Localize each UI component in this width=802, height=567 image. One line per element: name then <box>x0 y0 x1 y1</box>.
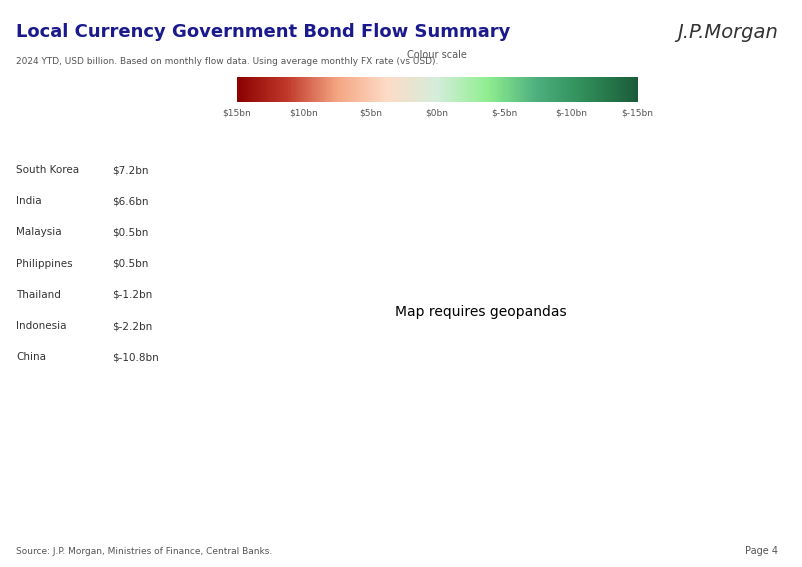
Text: Source: J.P. Morgan, Ministries of Finance, Central Banks.: Source: J.P. Morgan, Ministries of Finan… <box>16 547 273 556</box>
Text: Malaysia: Malaysia <box>16 227 62 238</box>
Text: $0.5bn: $0.5bn <box>112 259 148 269</box>
Text: $15bn: $15bn <box>222 109 251 118</box>
Text: Philippines: Philippines <box>16 259 73 269</box>
Text: J.P.Morgan: J.P.Morgan <box>677 23 778 42</box>
Text: $-1.2bn: $-1.2bn <box>112 290 152 300</box>
Text: Indonesia: Indonesia <box>16 321 67 331</box>
Text: $6.6bn: $6.6bn <box>112 196 149 206</box>
Text: India: India <box>16 196 42 206</box>
Text: $-15bn: $-15bn <box>622 109 654 118</box>
Text: $-10bn: $-10bn <box>555 109 587 118</box>
Text: $7.2bn: $7.2bn <box>112 165 149 175</box>
Text: $-10.8bn: $-10.8bn <box>112 352 159 362</box>
Text: $0bn: $0bn <box>426 109 448 118</box>
Text: $-2.2bn: $-2.2bn <box>112 321 152 331</box>
Text: $10bn: $10bn <box>289 109 318 118</box>
Text: China: China <box>16 352 46 362</box>
Text: Thailand: Thailand <box>16 290 61 300</box>
Text: 2024 YTD, USD billion. Based on monthly flow data. Using average monthly FX rate: 2024 YTD, USD billion. Based on monthly … <box>16 57 439 66</box>
Text: Page 4: Page 4 <box>745 545 778 556</box>
Text: $-5bn: $-5bn <box>491 109 517 118</box>
Text: Local Currency Government Bond Flow Summary: Local Currency Government Bond Flow Summ… <box>16 23 510 41</box>
Text: $5bn: $5bn <box>358 109 382 118</box>
Text: South Korea: South Korea <box>16 165 79 175</box>
Text: $0.5bn: $0.5bn <box>112 227 148 238</box>
Text: Colour scale: Colour scale <box>407 49 467 60</box>
Text: Map requires geopandas: Map requires geopandas <box>395 305 567 319</box>
